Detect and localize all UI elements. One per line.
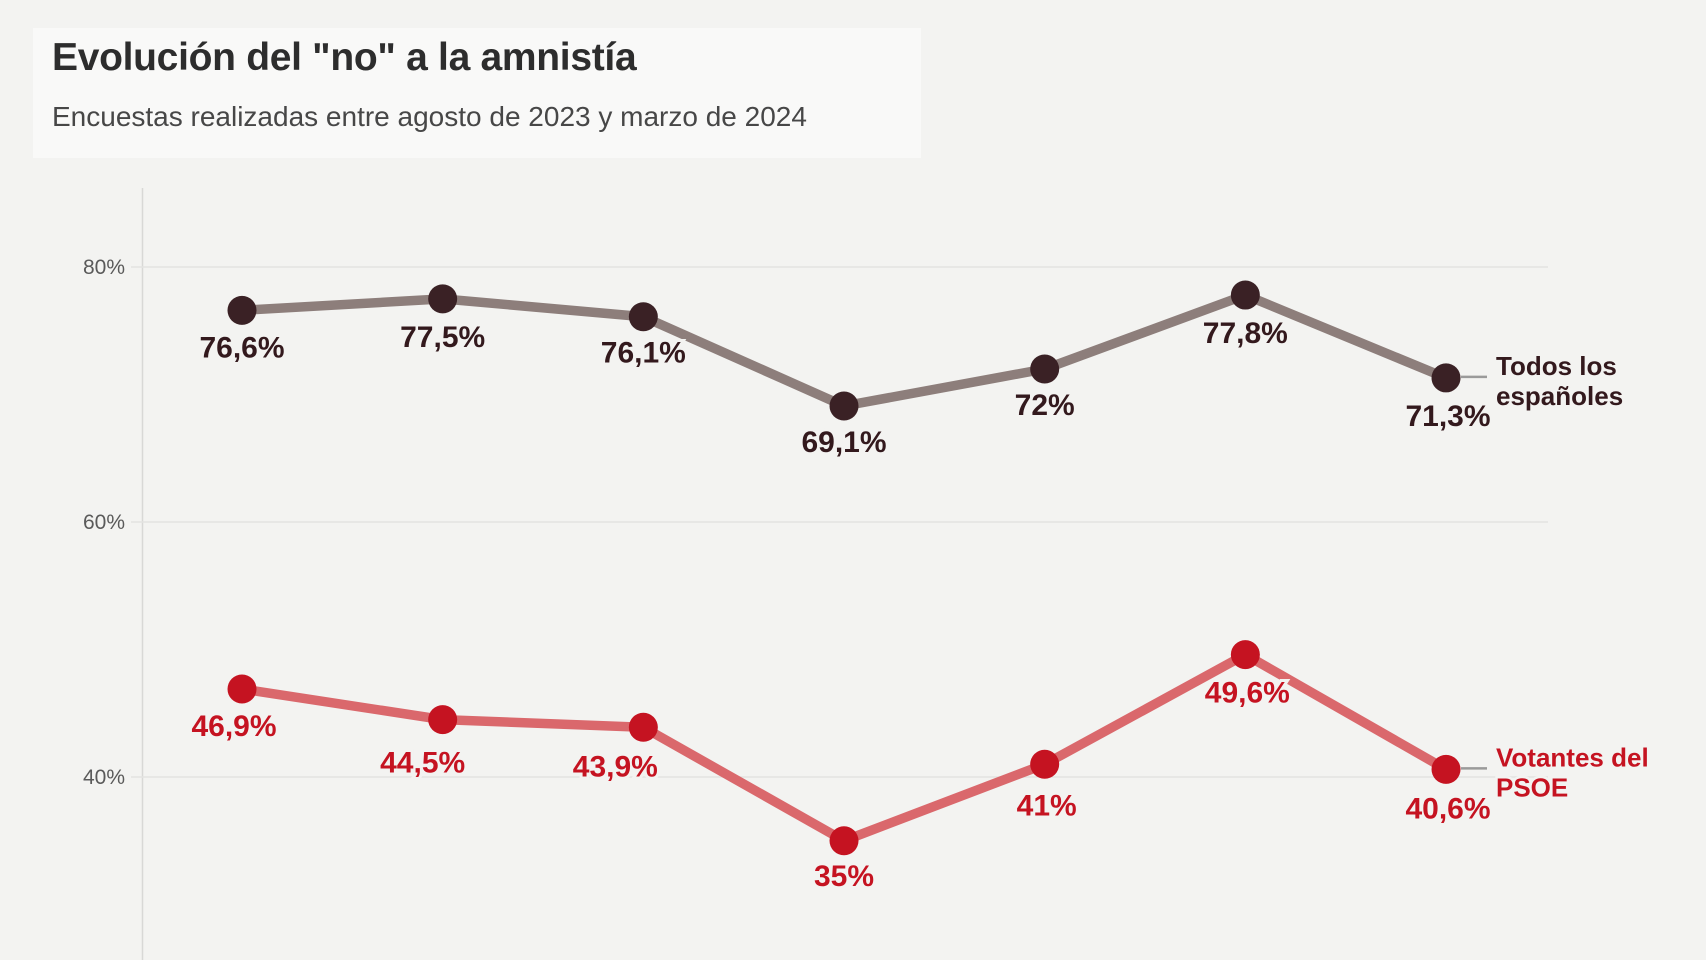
title-background bbox=[33, 28, 921, 158]
series-1-value-label-1: 44,5% bbox=[380, 747, 465, 780]
series-0-value-label-4: 72% bbox=[1015, 389, 1075, 422]
series-1-dot-0 bbox=[227, 674, 257, 704]
series-0-value-label-2: 76,1% bbox=[601, 337, 686, 370]
series-1-dot-6 bbox=[1431, 754, 1461, 784]
series-0-dot-6 bbox=[1431, 363, 1461, 393]
series-1-dot-3 bbox=[829, 826, 859, 856]
series-0-dot-0 bbox=[227, 295, 257, 325]
series-1-value-label-3: 35% bbox=[814, 860, 874, 893]
series-0-dot-2 bbox=[628, 302, 658, 332]
series-0-value-label-1: 77,5% bbox=[400, 321, 485, 354]
series-0-dot-5 bbox=[1230, 280, 1260, 310]
legend-label-1-line-1: PSOE bbox=[1496, 772, 1568, 802]
series-0-dot-3 bbox=[829, 391, 859, 421]
series-0-dot-1 bbox=[428, 284, 458, 314]
series-0-value-label-3: 69,1% bbox=[801, 426, 886, 459]
series-1-dot-4 bbox=[1030, 749, 1060, 779]
series-0-dot-4 bbox=[1030, 354, 1060, 384]
series-1-value-label-0: 46,9% bbox=[191, 710, 276, 743]
y-tick-label-60: 60% bbox=[83, 511, 125, 534]
series-1-dot-1 bbox=[428, 705, 458, 735]
legend-label-0-line-1: españoles bbox=[1496, 381, 1623, 411]
series-1-value-label-2: 43,9% bbox=[573, 750, 658, 783]
series-1-value-label-4: 41% bbox=[1017, 789, 1077, 822]
series-0-value-label-0: 76,6% bbox=[199, 331, 284, 364]
series-1-value-label-5: 49,6% bbox=[1205, 677, 1290, 710]
legend-label-1-line-0: Votantes del bbox=[1496, 742, 1649, 772]
series-1-dot-2 bbox=[628, 712, 658, 742]
chart-title: Evolución del "no" a la amnistía bbox=[52, 36, 637, 79]
series-1-dot-5 bbox=[1230, 640, 1260, 670]
series-0-value-label-6: 71,3% bbox=[1405, 400, 1490, 433]
chart-subtitle: Encuestas realizadas entre agosto de 202… bbox=[52, 101, 807, 132]
series-1-value-label-6: 40,6% bbox=[1405, 792, 1490, 825]
y-tick-label-80: 80% bbox=[83, 256, 125, 279]
series-0-value-label-5: 77,8% bbox=[1203, 317, 1288, 350]
legend-label-0-line-0: Todos los bbox=[1496, 351, 1617, 381]
y-tick-label-40: 40% bbox=[83, 766, 125, 789]
